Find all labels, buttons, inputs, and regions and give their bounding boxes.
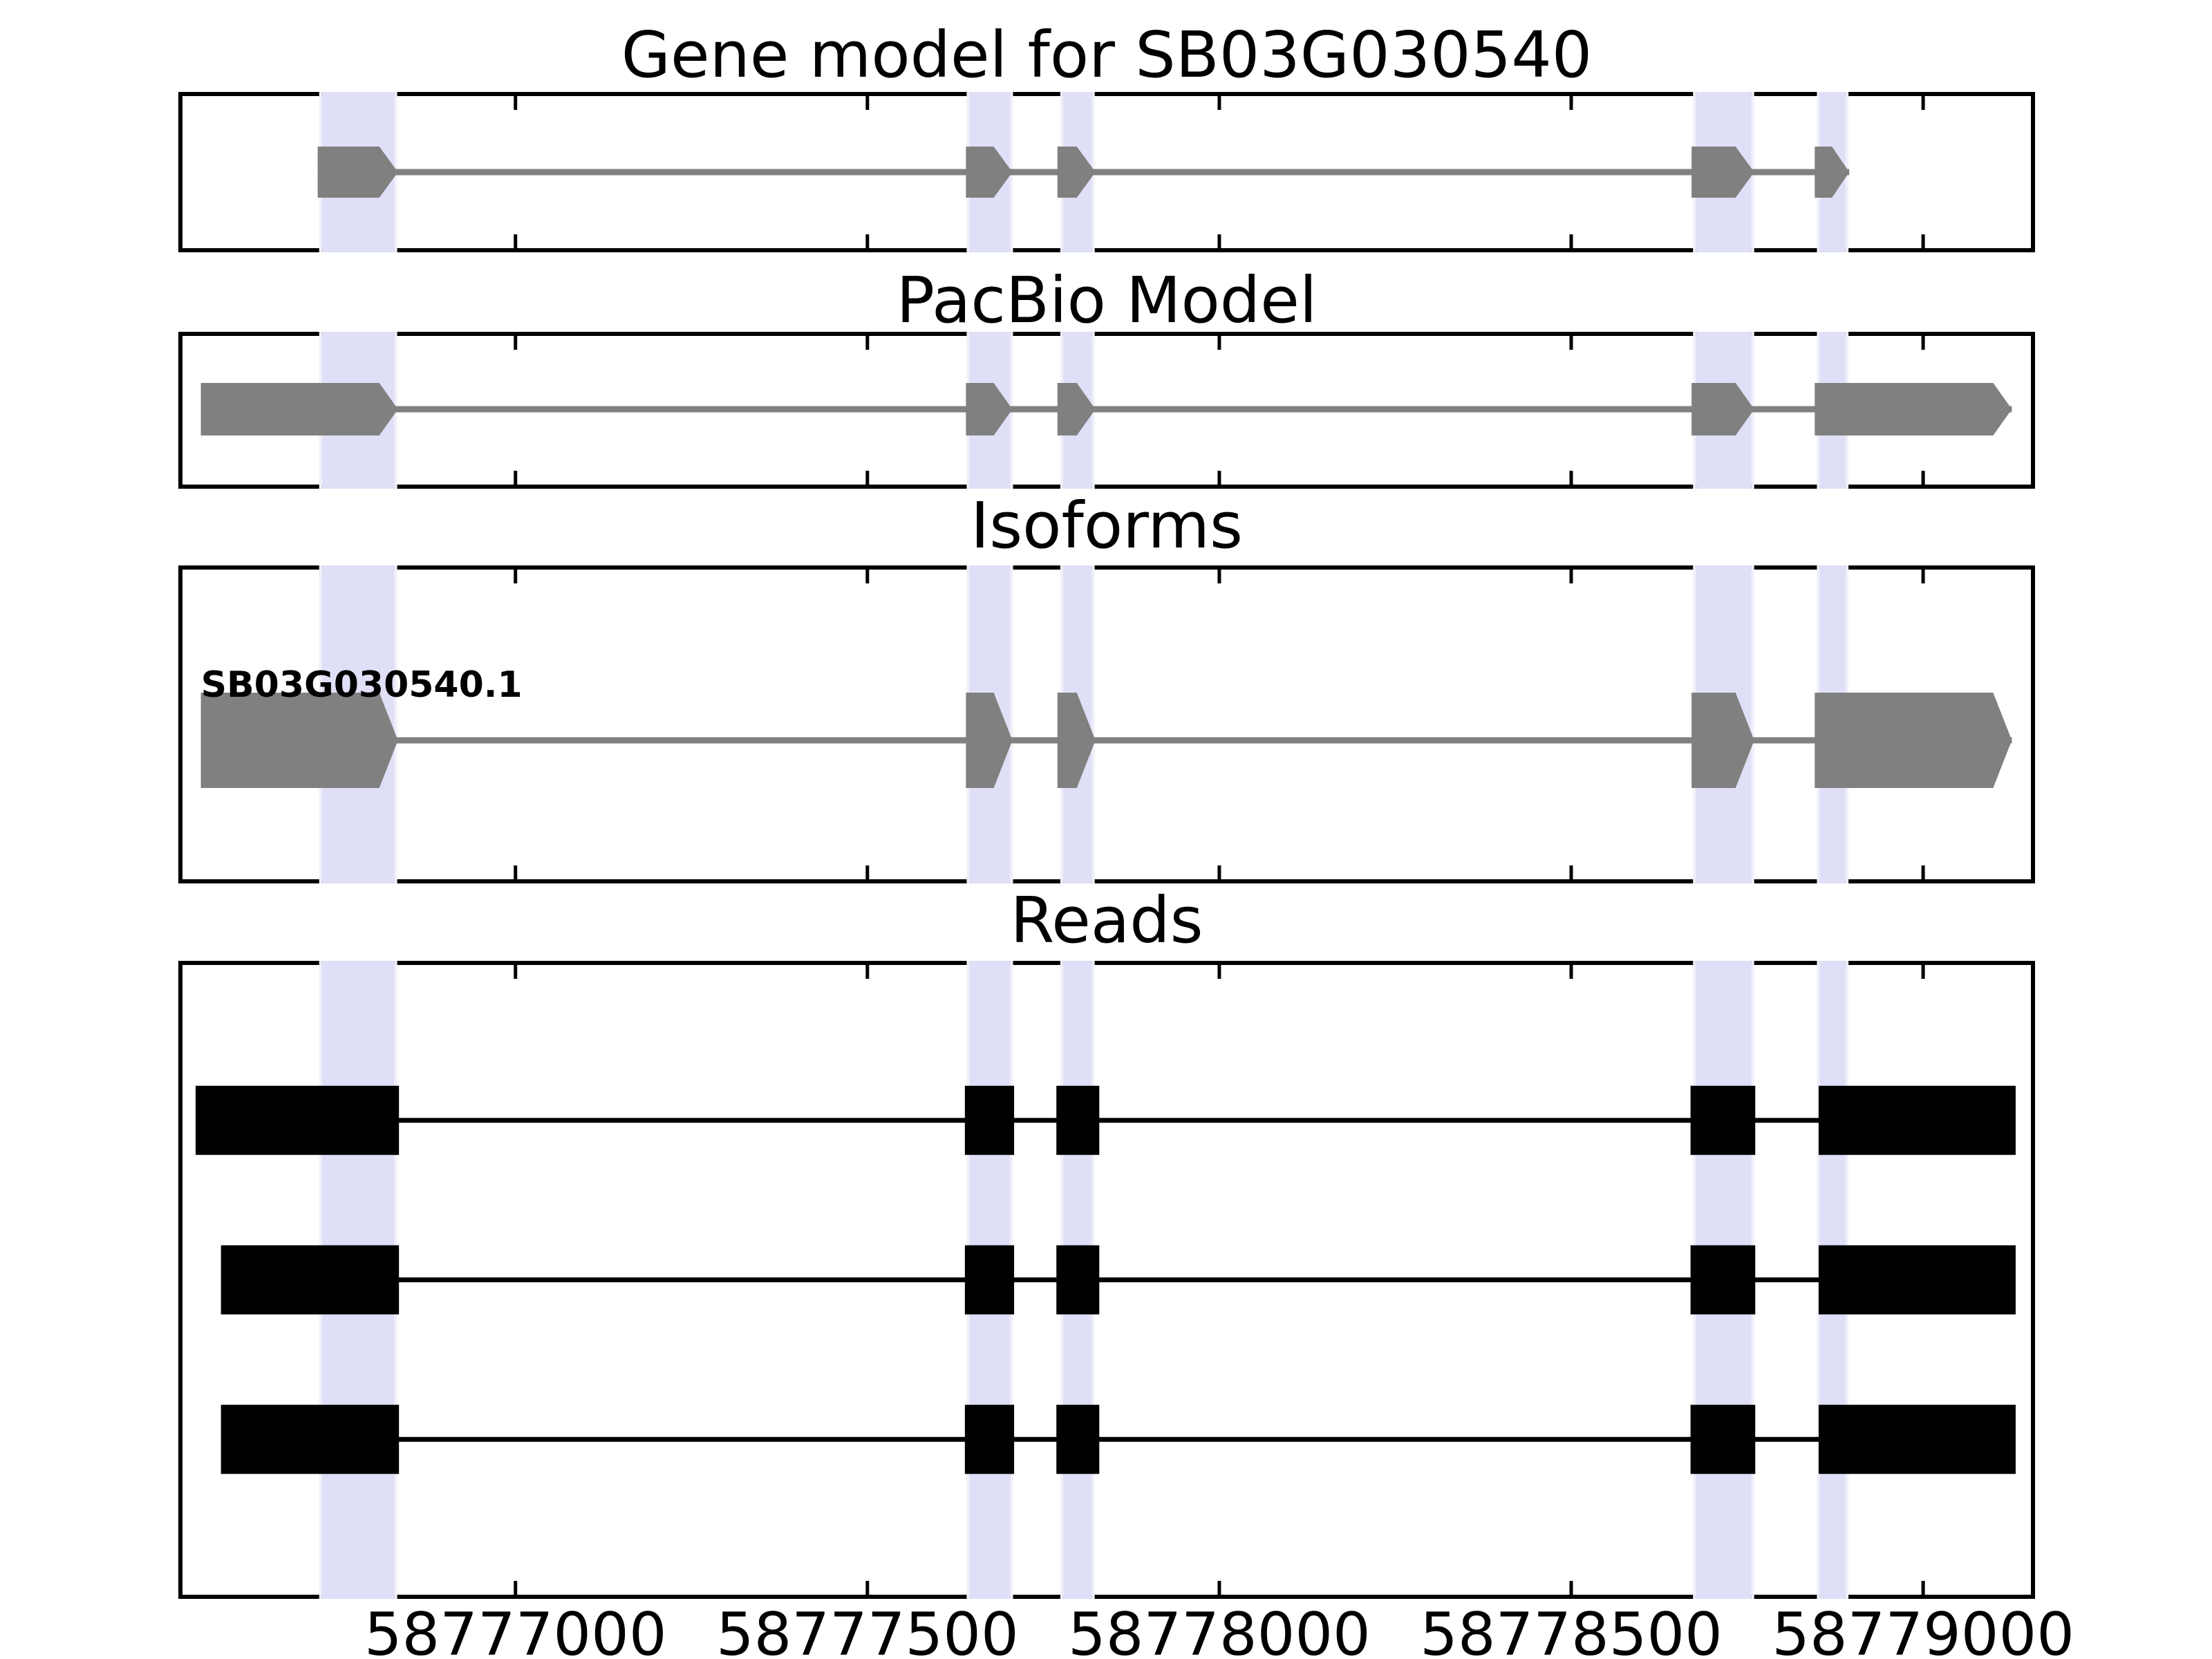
- exon-arrow: [1815, 383, 2012, 435]
- exon-arrow: [966, 383, 1013, 435]
- read-block: [964, 1405, 1015, 1474]
- reads-track-panel: [178, 961, 2035, 1599]
- exon-arrow: [317, 147, 398, 198]
- read-block: [1818, 1085, 2016, 1155]
- exon-arrow: [1691, 383, 1754, 435]
- isoforms-track-panel: SB03G030540.1: [178, 565, 2035, 883]
- x-tick-label: 58777000: [364, 1600, 667, 1659]
- highlight-band-edge: [394, 565, 397, 883]
- read-block: [964, 1085, 1015, 1155]
- exon-arrow: [966, 693, 1013, 788]
- exon-arrow: [1057, 693, 1096, 788]
- read-block: [1690, 1245, 1756, 1315]
- x-tick-label: 58777500: [715, 1600, 1019, 1659]
- gene-model-track-panel: [178, 92, 2035, 252]
- read-block: [1818, 1245, 2016, 1315]
- exon-arrow: [1815, 693, 2012, 788]
- read-block: [1056, 1245, 1100, 1315]
- read-block: [221, 1405, 400, 1474]
- highlight-band-edge: [1091, 565, 1095, 883]
- exon-arrow: [1815, 147, 1850, 198]
- exon-arrow: [1057, 147, 1096, 198]
- x-tick-label: 58778500: [1420, 1600, 1723, 1659]
- read-block: [1690, 1085, 1756, 1155]
- exon-arrow: [1691, 147, 1754, 198]
- read-row: [221, 1245, 2016, 1315]
- read-block: [195, 1085, 400, 1155]
- read-block: [1056, 1405, 1100, 1474]
- x-tick-label: 58778000: [1068, 1600, 1371, 1659]
- read-row: [221, 1405, 2016, 1474]
- read-block: [1056, 1085, 1100, 1155]
- pacbio-track-panel: [178, 332, 2035, 489]
- isoforms-panel-title: Isoforms: [971, 489, 1243, 563]
- exon-arrow: [1691, 693, 1754, 788]
- read-block: [964, 1245, 1015, 1315]
- read-block: [1818, 1405, 2016, 1474]
- exon-arrow: [1057, 383, 1096, 435]
- reads-panel-title: Reads: [1010, 883, 1203, 957]
- pacbio-panel-title: PacBio Model: [896, 263, 1318, 337]
- exon-arrow: [200, 383, 398, 435]
- exon-arrow: [200, 693, 398, 788]
- highlight-band-edge: [1010, 565, 1013, 883]
- gene-model-panel-title: Gene model for SB03G030540: [621, 18, 1593, 92]
- read-block: [221, 1245, 400, 1315]
- read-block: [1690, 1405, 1756, 1474]
- isoform-label: SB03G030540.1: [201, 664, 523, 706]
- read-row: [195, 1085, 2016, 1155]
- highlight-band-edge: [1751, 565, 1754, 883]
- x-tick-label: 58779000: [1772, 1600, 2074, 1659]
- exon-arrow: [966, 147, 1013, 198]
